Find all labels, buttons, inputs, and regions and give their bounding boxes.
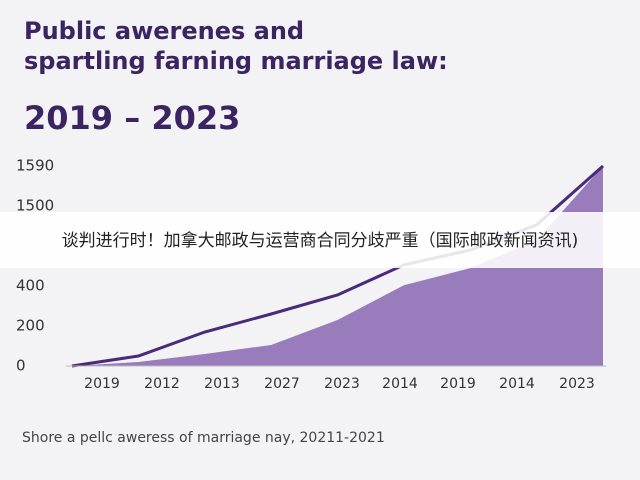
x-tick-label: 2019 bbox=[84, 376, 120, 392]
x-tick-label: 2013 bbox=[204, 376, 240, 392]
y-tick-label: 400 bbox=[16, 277, 45, 295]
y-tick-label: 1590 bbox=[16, 157, 54, 175]
x-tick-label: 2014 bbox=[499, 376, 535, 392]
y-tick-label: 0 bbox=[16, 357, 26, 375]
chart-subtitle: 2019 – 2023 bbox=[24, 99, 240, 137]
y-tick-label: 1500 bbox=[16, 197, 54, 215]
x-tick-label: 2027 bbox=[264, 376, 300, 392]
y-tick-label: 200 bbox=[16, 317, 45, 335]
x-tick-label: 2012 bbox=[144, 376, 180, 392]
x-tick-label: 2023 bbox=[324, 376, 360, 392]
x-tick-label: 2019 bbox=[440, 376, 476, 392]
x-tick-label: 2023 bbox=[559, 376, 595, 392]
chart-footer: Shore a pellc aweress of marriage nay, 2… bbox=[22, 430, 385, 446]
area bbox=[72, 166, 603, 366]
banner-text: 谈判进行时！加拿大邮政与运营商合同分歧严重（国际邮政新闻资讯) bbox=[62, 230, 579, 251]
x-tick-label: 2014 bbox=[382, 376, 418, 392]
banner-band bbox=[0, 212, 640, 268]
chart-title: Public awerenes and spartling farning ma… bbox=[24, 17, 448, 75]
